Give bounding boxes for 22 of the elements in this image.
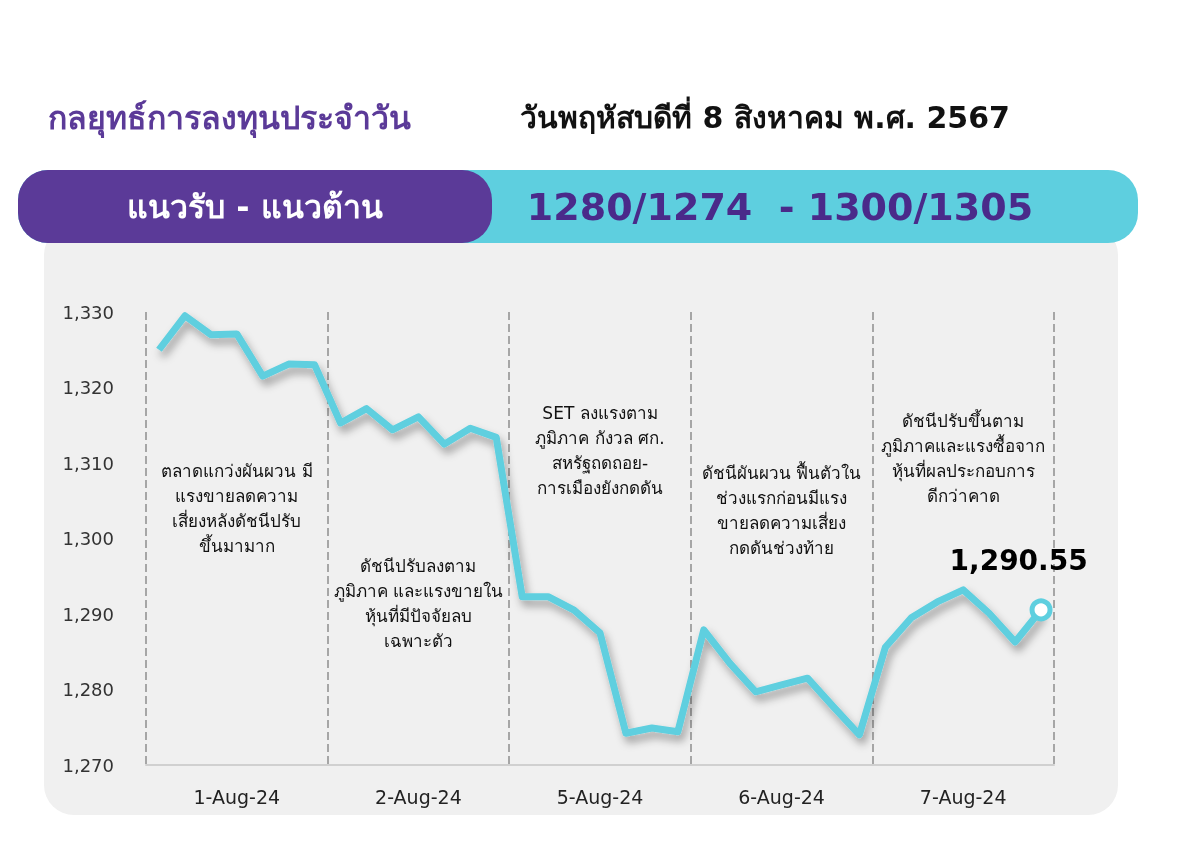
x-tick-label: 5-Aug-24	[556, 785, 644, 808]
annotation: ตลาดแกว่งผันผวน มี แรงขายลดความ เสี่ยงหลังดัชนีปรับ ขึ้นมามาก	[161, 460, 313, 556]
data-label: 1,290.55	[949, 543, 1088, 577]
x-tick-label: 1-Aug-24	[193, 785, 281, 808]
x-tick-label: 7-Aug-24	[919, 785, 1007, 808]
annotation: SET ลงแรงตาม ภูมิภาค กังวล ศก. สหรัฐถดถอย- การเมืองยังกดดัน	[535, 402, 665, 498]
y-tick-label: 1,300	[62, 528, 114, 549]
annotation: ดัชนีปรับขึ้นตาม ภูมิภาคและแรงซื้อจาก หุ้นที่ผลประกอบการ ดีกว่าคาด	[881, 408, 1046, 506]
x-tick-label: 2-Aug-24	[375, 785, 462, 808]
annotation: ดัชนีผันผวน ฟื้นตัวใน ช่วงแรกก่อนมีแรง ขายลดความเสี่ยง กดดันช่วงท้าย	[701, 460, 862, 558]
text: 1280/1274 - 1300/1305	[525, 183, 1035, 231]
x-tick-label: 6-Aug-24	[738, 785, 825, 808]
y-tick-label: 1,310	[62, 452, 114, 474]
y-tick-label: 1,280	[62, 679, 114, 700]
annotation: ดัชนีปรับลงตาม ภูมิภาค และแรงขายใน หุ้นที่มีปัจจัยลบ เฉพาะตัว	[333, 555, 504, 651]
y-tick-label: 1,270	[62, 754, 114, 776]
text: แนวรับ - แนวต้าน	[18, 170, 492, 243]
chart-title: กลยุทธ์การลงทุนประจำวัน	[48, 98, 411, 140]
y-tick-label: 1,330	[62, 301, 114, 323]
chart-subtitle: วันพฤหัสบดีที่ 8 สิงหาคม พ.ศ. 2567	[520, 95, 1010, 137]
y-tick-label: 1,320	[62, 377, 114, 398]
y-tick-label: 1,290	[62, 603, 114, 625]
